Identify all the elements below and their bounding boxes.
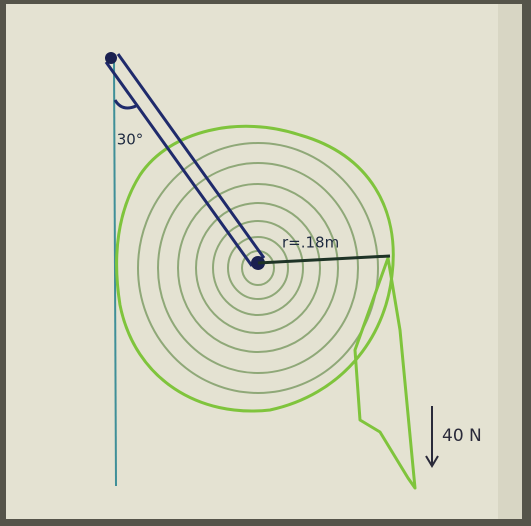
- paper-edge: [498, 4, 522, 519]
- pivot: [105, 52, 117, 64]
- roll-rings: [137, 142, 379, 394]
- angle-arc: [113, 99, 137, 110]
- wall: [113, 59, 117, 487]
- angle-label: 30°: [117, 131, 144, 149]
- hanging-sheet: [353, 256, 417, 490]
- ring: [177, 183, 339, 353]
- rod-edge: [104, 61, 254, 267]
- rod-edge: [116, 53, 266, 259]
- ring: [137, 142, 379, 394]
- arrow-head: [425, 455, 439, 468]
- ring: [195, 202, 321, 334]
- ring: [227, 236, 289, 300]
- radius-label: r=.18m: [282, 234, 339, 252]
- ring: [157, 162, 359, 374]
- radius-line: [257, 254, 391, 265]
- roll-outline: [115, 124, 395, 413]
- force-label: 40 N: [442, 426, 482, 446]
- ring: [212, 220, 304, 316]
